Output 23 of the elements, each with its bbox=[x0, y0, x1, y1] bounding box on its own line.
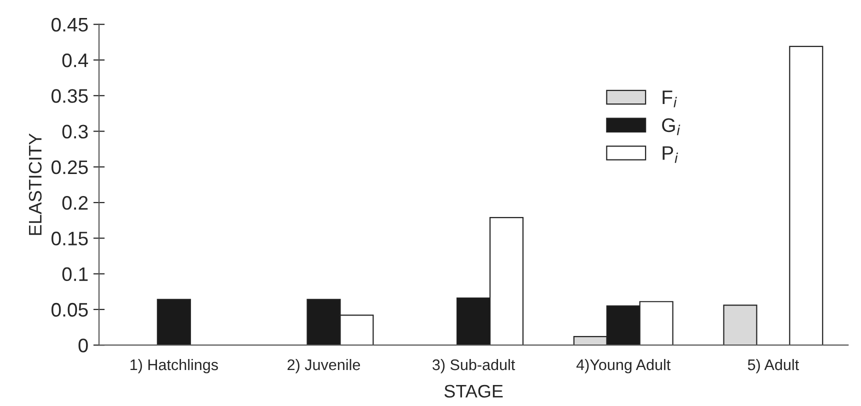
y-tick-label: 0.25 bbox=[52, 160, 88, 174]
x-tick-label: 2) Juvenile bbox=[288, 358, 360, 374]
y-tick-label: 0.1 bbox=[62, 267, 88, 282]
x-tick-label: 1) Hatchlings bbox=[130, 358, 218, 374]
y-tick-label: 0 bbox=[78, 338, 88, 352]
x-tick-label: 5) Adult bbox=[748, 358, 799, 374]
y-tick-label: 0.15 bbox=[52, 232, 88, 246]
y-tick-label: 0.35 bbox=[52, 89, 88, 103]
legend-label: G$_{i}$ bbox=[662, 118, 680, 136]
y-tick-label: 0.05 bbox=[52, 302, 88, 317]
bar bbox=[723, 304, 758, 346]
x-tick-label: 4)Young Adult bbox=[576, 358, 671, 374]
y-tick-label: 0.45 bbox=[52, 18, 88, 32]
x-tick-label: 3) Sub-adult bbox=[432, 358, 516, 374]
legend-label: F$_{i}$ bbox=[662, 90, 677, 108]
y-tick-label: 0.4 bbox=[62, 53, 88, 68]
y-axis-title: ELASTICITY bbox=[28, 133, 42, 235]
y-tick-label: 0.2 bbox=[62, 196, 88, 210]
x-axis-title: STAGE bbox=[444, 384, 503, 398]
bar bbox=[789, 46, 824, 346]
y-tick-label: 0.3 bbox=[62, 124, 88, 139]
legend-label: P$_{i}$ bbox=[662, 146, 678, 163]
bar bbox=[156, 298, 191, 346]
